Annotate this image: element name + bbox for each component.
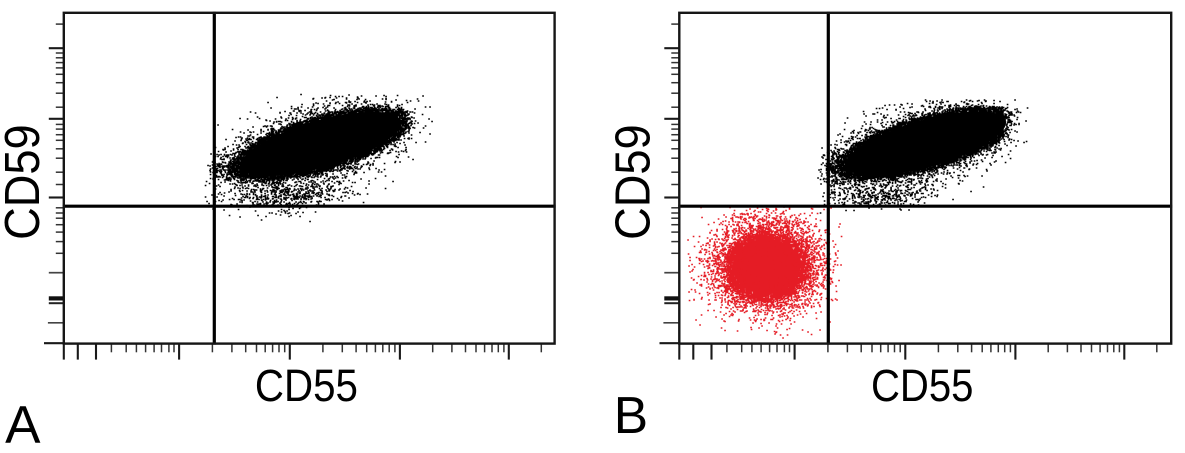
svg-text:CD59: CD59 <box>606 124 661 240</box>
svg-text:A: A <box>5 395 41 453</box>
svg-text:CD55: CD55 <box>255 360 358 411</box>
svg-text:B: B <box>614 386 648 444</box>
svg-text:CD55: CD55 <box>871 360 974 411</box>
svg-text:CD59: CD59 <box>0 124 50 240</box>
